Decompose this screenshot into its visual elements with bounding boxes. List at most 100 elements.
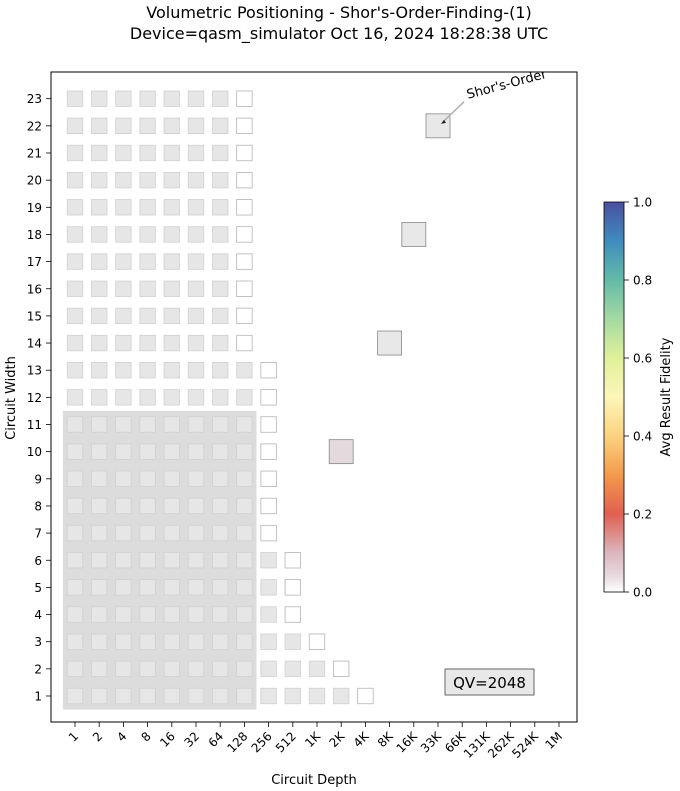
background-cell <box>91 144 108 162</box>
background-cell <box>115 552 132 569</box>
background-cell <box>139 660 156 677</box>
background-cell <box>66 226 84 243</box>
background-cell <box>91 253 108 270</box>
background-cell <box>139 117 156 134</box>
y-tick-label: 17 <box>27 255 42 269</box>
background-cell <box>139 633 156 650</box>
background-cell <box>66 497 84 515</box>
background-cell <box>66 416 84 433</box>
background-cell <box>284 633 301 650</box>
background-cell <box>115 334 132 352</box>
y-tick-label: 4 <box>34 608 42 622</box>
qv-badge-box <box>444 668 535 696</box>
background-cell <box>66 362 84 379</box>
background-cell <box>187 171 205 189</box>
background-cell-outline <box>333 660 350 677</box>
background-cell <box>115 144 132 162</box>
background-cell <box>115 633 132 650</box>
background-cell <box>139 416 156 433</box>
background-cell <box>236 470 253 487</box>
background-cell <box>91 552 108 569</box>
x-tick-label: 256 <box>249 729 275 755</box>
background-cell <box>115 117 132 134</box>
chart-title: Volumetric Positioning - Shor's-Order-Fi… <box>146 3 531 22</box>
background-cell <box>139 226 156 243</box>
background-cell <box>115 307 132 325</box>
background-cell <box>187 199 205 216</box>
background-cell <box>163 660 180 677</box>
background-cell <box>187 416 205 433</box>
x-tick-label: 131K <box>461 728 493 760</box>
y-axis-label: Circuit Width <box>4 356 19 440</box>
background-cell <box>187 389 205 406</box>
background-cell <box>236 660 253 677</box>
background-cell <box>187 226 205 243</box>
background-cell-outline <box>260 443 277 460</box>
background-cell <box>91 117 108 134</box>
y-tick-label: 18 <box>27 228 42 242</box>
background-cell <box>139 497 156 515</box>
background-cell <box>91 579 108 596</box>
background-cell <box>187 524 205 542</box>
background-cell <box>212 497 229 515</box>
qv-badge: QV=2048 <box>444 668 535 696</box>
x-tick-label: 8 <box>138 729 153 744</box>
background-cell <box>212 171 229 189</box>
background-cell-outline <box>236 171 253 189</box>
background-cell <box>236 687 253 705</box>
y-tick-label: 1 <box>34 690 42 704</box>
data-point <box>377 330 403 356</box>
background-cell <box>187 307 205 325</box>
background-cell-outline <box>260 362 277 379</box>
background-cell <box>212 334 229 352</box>
background-cell <box>66 117 84 134</box>
colorbar-tick-label: 1.0 <box>633 196 652 210</box>
background-cell <box>163 226 180 243</box>
background-cell <box>66 579 84 596</box>
x-tick-label: 524K <box>509 728 541 760</box>
background-cell <box>187 117 205 134</box>
y-tick-label: 23 <box>27 92 42 106</box>
background-cell <box>284 660 301 677</box>
x-tick-label: 2K <box>326 728 348 750</box>
y-tick-label: 10 <box>27 445 42 459</box>
background-cell <box>91 687 108 705</box>
data-point <box>401 222 427 247</box>
colorbar-gradient <box>603 201 625 593</box>
background-cell <box>163 362 180 379</box>
y-tick-label: 21 <box>27 147 42 161</box>
background-cell <box>139 144 156 162</box>
y-tick-label: 6 <box>34 554 42 568</box>
x-tick-label: 16 <box>157 729 178 750</box>
background-cell <box>66 307 84 325</box>
background-cell-outline <box>284 552 301 569</box>
background-cell <box>163 117 180 134</box>
background-cell <box>236 416 253 433</box>
x-tick-label: 262K <box>485 728 517 760</box>
background-cell <box>163 633 180 650</box>
background-cell <box>91 497 108 515</box>
background-cell <box>236 633 253 650</box>
background-cell <box>115 171 132 189</box>
background-cell <box>212 144 229 162</box>
y-tick-label: 5 <box>34 581 42 595</box>
background-cell <box>115 443 132 460</box>
data-point <box>328 439 354 465</box>
background-cell <box>260 660 277 677</box>
background-cell <box>163 171 180 189</box>
colorbar-tick-label: 0.2 <box>633 508 652 522</box>
x-tick-label: 4K <box>351 728 373 750</box>
background-cell <box>187 470 205 487</box>
y-tick-label: 22 <box>27 119 42 133</box>
x-tick-label: 1K <box>302 728 324 750</box>
background-cell <box>66 687 84 705</box>
x-tick-label: 1M <box>542 729 565 752</box>
x-tick-label: 8K <box>375 728 397 750</box>
colorbar: 0.0 0.2 0.4 0.6 0.8 1.0 Avg Result Fidelity <box>603 196 674 600</box>
background-cell <box>66 524 84 542</box>
background-cell-outline <box>236 199 253 216</box>
background-cell <box>66 606 84 623</box>
y-tick-label: 16 <box>27 282 42 296</box>
qv-label: QV=2048 <box>453 674 526 692</box>
